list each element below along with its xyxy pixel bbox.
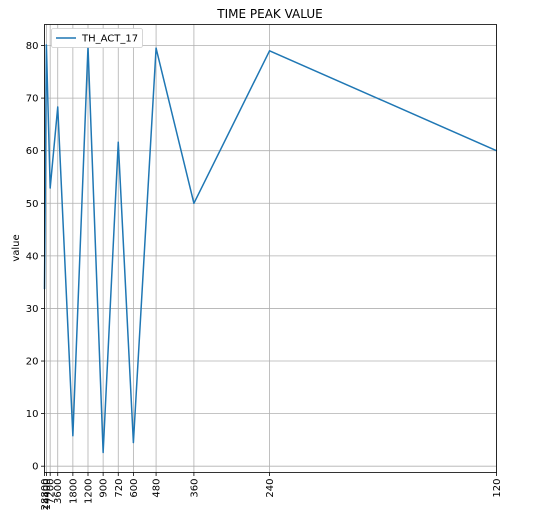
data-point xyxy=(49,187,51,189)
legend-label: TH_ACT_17 xyxy=(81,34,138,45)
y-tick-label: 10 xyxy=(26,409,39,420)
plot-frame xyxy=(44,24,497,473)
x-tick-label: 1200 xyxy=(83,479,94,504)
data-point xyxy=(117,141,119,143)
x-tick-label: 7200 xyxy=(46,479,57,504)
x-tick-label: 900 xyxy=(99,479,110,498)
data-point xyxy=(268,50,271,52)
x-tick-label: 720 xyxy=(114,479,125,498)
x-tick-label: 600 xyxy=(129,479,140,498)
data-point xyxy=(155,47,157,49)
y-tick-label: 50 xyxy=(26,199,39,210)
data-point xyxy=(57,106,59,108)
x-tick-label: 28800 xyxy=(40,479,51,511)
x-tick-label: 120 xyxy=(492,479,503,498)
x-tick-label: 14400 xyxy=(42,479,53,511)
series-layer xyxy=(43,44,498,454)
x-tick-label: 480 xyxy=(152,479,163,498)
y-tick-label: 40 xyxy=(26,251,39,262)
data-point xyxy=(193,202,195,204)
y-tick-label: 0 xyxy=(32,462,38,473)
x-tick-label: 360 xyxy=(189,479,200,498)
y-tick-label: 60 xyxy=(26,146,39,157)
x-tick-label: 1800 xyxy=(68,479,79,504)
legend: TH_ACT_17 xyxy=(51,28,143,48)
y-axis-label: value xyxy=(11,234,22,261)
data-point xyxy=(45,44,47,46)
x-tick-label: 3600 xyxy=(53,479,64,504)
y-tick-label: 30 xyxy=(26,304,39,315)
legend-box xyxy=(51,28,143,48)
data-point xyxy=(132,441,134,444)
grid xyxy=(44,24,497,473)
data-point xyxy=(72,435,74,437)
series-line xyxy=(43,44,497,454)
y-tick-label: 20 xyxy=(26,357,39,368)
chart-title: TIME PEAK VALUE xyxy=(216,7,322,21)
x-tick-label: 240 xyxy=(265,479,276,498)
y-tick-label: 70 xyxy=(26,94,39,105)
y-tick-label: 80 xyxy=(26,41,39,52)
data-point xyxy=(102,451,104,454)
y-axis: 0 10 20 30 40 50 60 70 80 xyxy=(26,41,45,473)
